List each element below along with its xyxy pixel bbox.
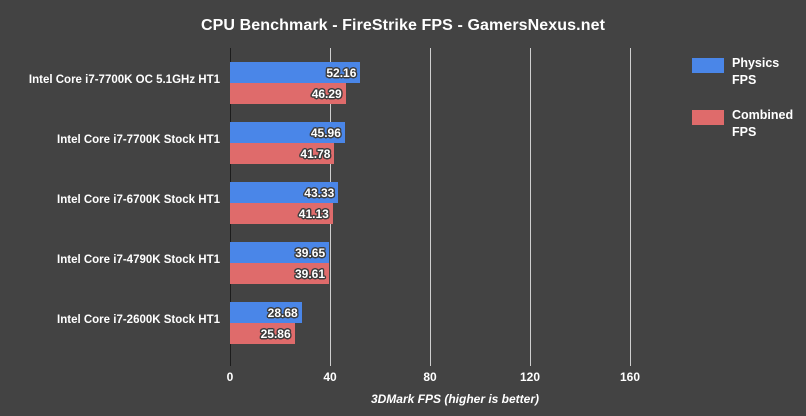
- bar-combined: 41.13: [230, 203, 333, 224]
- legend-label: Combined FPS: [732, 108, 794, 139]
- chart-category-row: Intel Core i7-6700K Stock HT1 43.33 41.13: [57, 182, 680, 226]
- bar-physics: 43.33: [230, 182, 339, 203]
- bar-combined: 25.86: [230, 323, 295, 344]
- legend-item[interactable]: Combined FPS: [692, 108, 804, 146]
- bar-physics: 45.96: [230, 122, 345, 143]
- category-label: Intel Core i7-7700K OC 5.1GHz HT1: [28, 74, 220, 86]
- chart-category-row: Intel Core i7-4790K Stock HT1 39.65 39.61: [57, 242, 680, 286]
- grid-line: [630, 48, 631, 366]
- bar-value-label: 41.13: [298, 206, 329, 221]
- chart-category-row: Intel Core i7-7700K Stock HT1 45.96 41.78: [57, 122, 680, 166]
- bar-physics: 39.65: [230, 242, 330, 263]
- chart-legend: Physics FPS Combined FPS: [692, 56, 804, 160]
- category-label: Intel Core i7-6700K Stock HT1: [57, 194, 220, 206]
- legend-label: Physics FPS: [732, 56, 780, 87]
- bar-physics: 28.68: [230, 302, 302, 323]
- category-label: Intel Core i7-2600K Stock HT1: [57, 314, 220, 326]
- plot-area: Intel Core i7-7700K OC 5.1GHz HT1 52.16 46…: [29, 48, 680, 366]
- bar-value-label: 39.65: [295, 245, 326, 260]
- bar-physics: 52.16: [230, 62, 361, 83]
- x-tick-label: 0: [226, 370, 234, 384]
- bar-combined: 46.29: [230, 83, 346, 104]
- chart-title: CPU Benchmark - FireStrike FPS - GamersN…: [200, 17, 606, 34]
- chart-category-row: Intel Core i7-7700K OC 5.1GHz HT1 52.16 46…: [29, 62, 680, 106]
- bar-combined: 39.61: [230, 263, 330, 284]
- grid-line: [530, 48, 531, 366]
- x-tick-label: 120: [519, 370, 541, 384]
- x-tick-label: 40: [323, 370, 337, 384]
- x-tick-label: 80: [423, 370, 437, 384]
- bar-value-label: 52.16: [326, 65, 357, 80]
- chart-category-row: Intel Core i7-2600K Stock HT1 28.68 25.86: [57, 302, 680, 346]
- bar-combined: 41.78: [230, 143, 335, 164]
- bar-value-label: 43.33: [304, 185, 335, 200]
- legend-color-swatch: [692, 58, 724, 73]
- legend-item[interactable]: Physics FPS: [692, 56, 804, 94]
- legend-color-swatch: [692, 110, 724, 125]
- bar-value-label: 25.86: [260, 326, 291, 341]
- x-axis-title: 3DMark FPS (higher is better): [370, 392, 540, 406]
- category-label: Intel Core i7-7700K Stock HT1: [57, 134, 220, 146]
- bar-value-label: 41.78: [300, 146, 331, 161]
- category-label: Intel Core i7-4790K Stock HT1: [57, 254, 220, 266]
- x-tick-label: 160: [619, 370, 641, 384]
- bar-value-label: 45.96: [310, 125, 341, 140]
- bar-value-label: 46.29: [311, 86, 342, 101]
- bar-value-label: 28.68: [267, 305, 298, 320]
- grid-line: [430, 48, 431, 366]
- bar-value-label: 39.61: [294, 266, 326, 281]
